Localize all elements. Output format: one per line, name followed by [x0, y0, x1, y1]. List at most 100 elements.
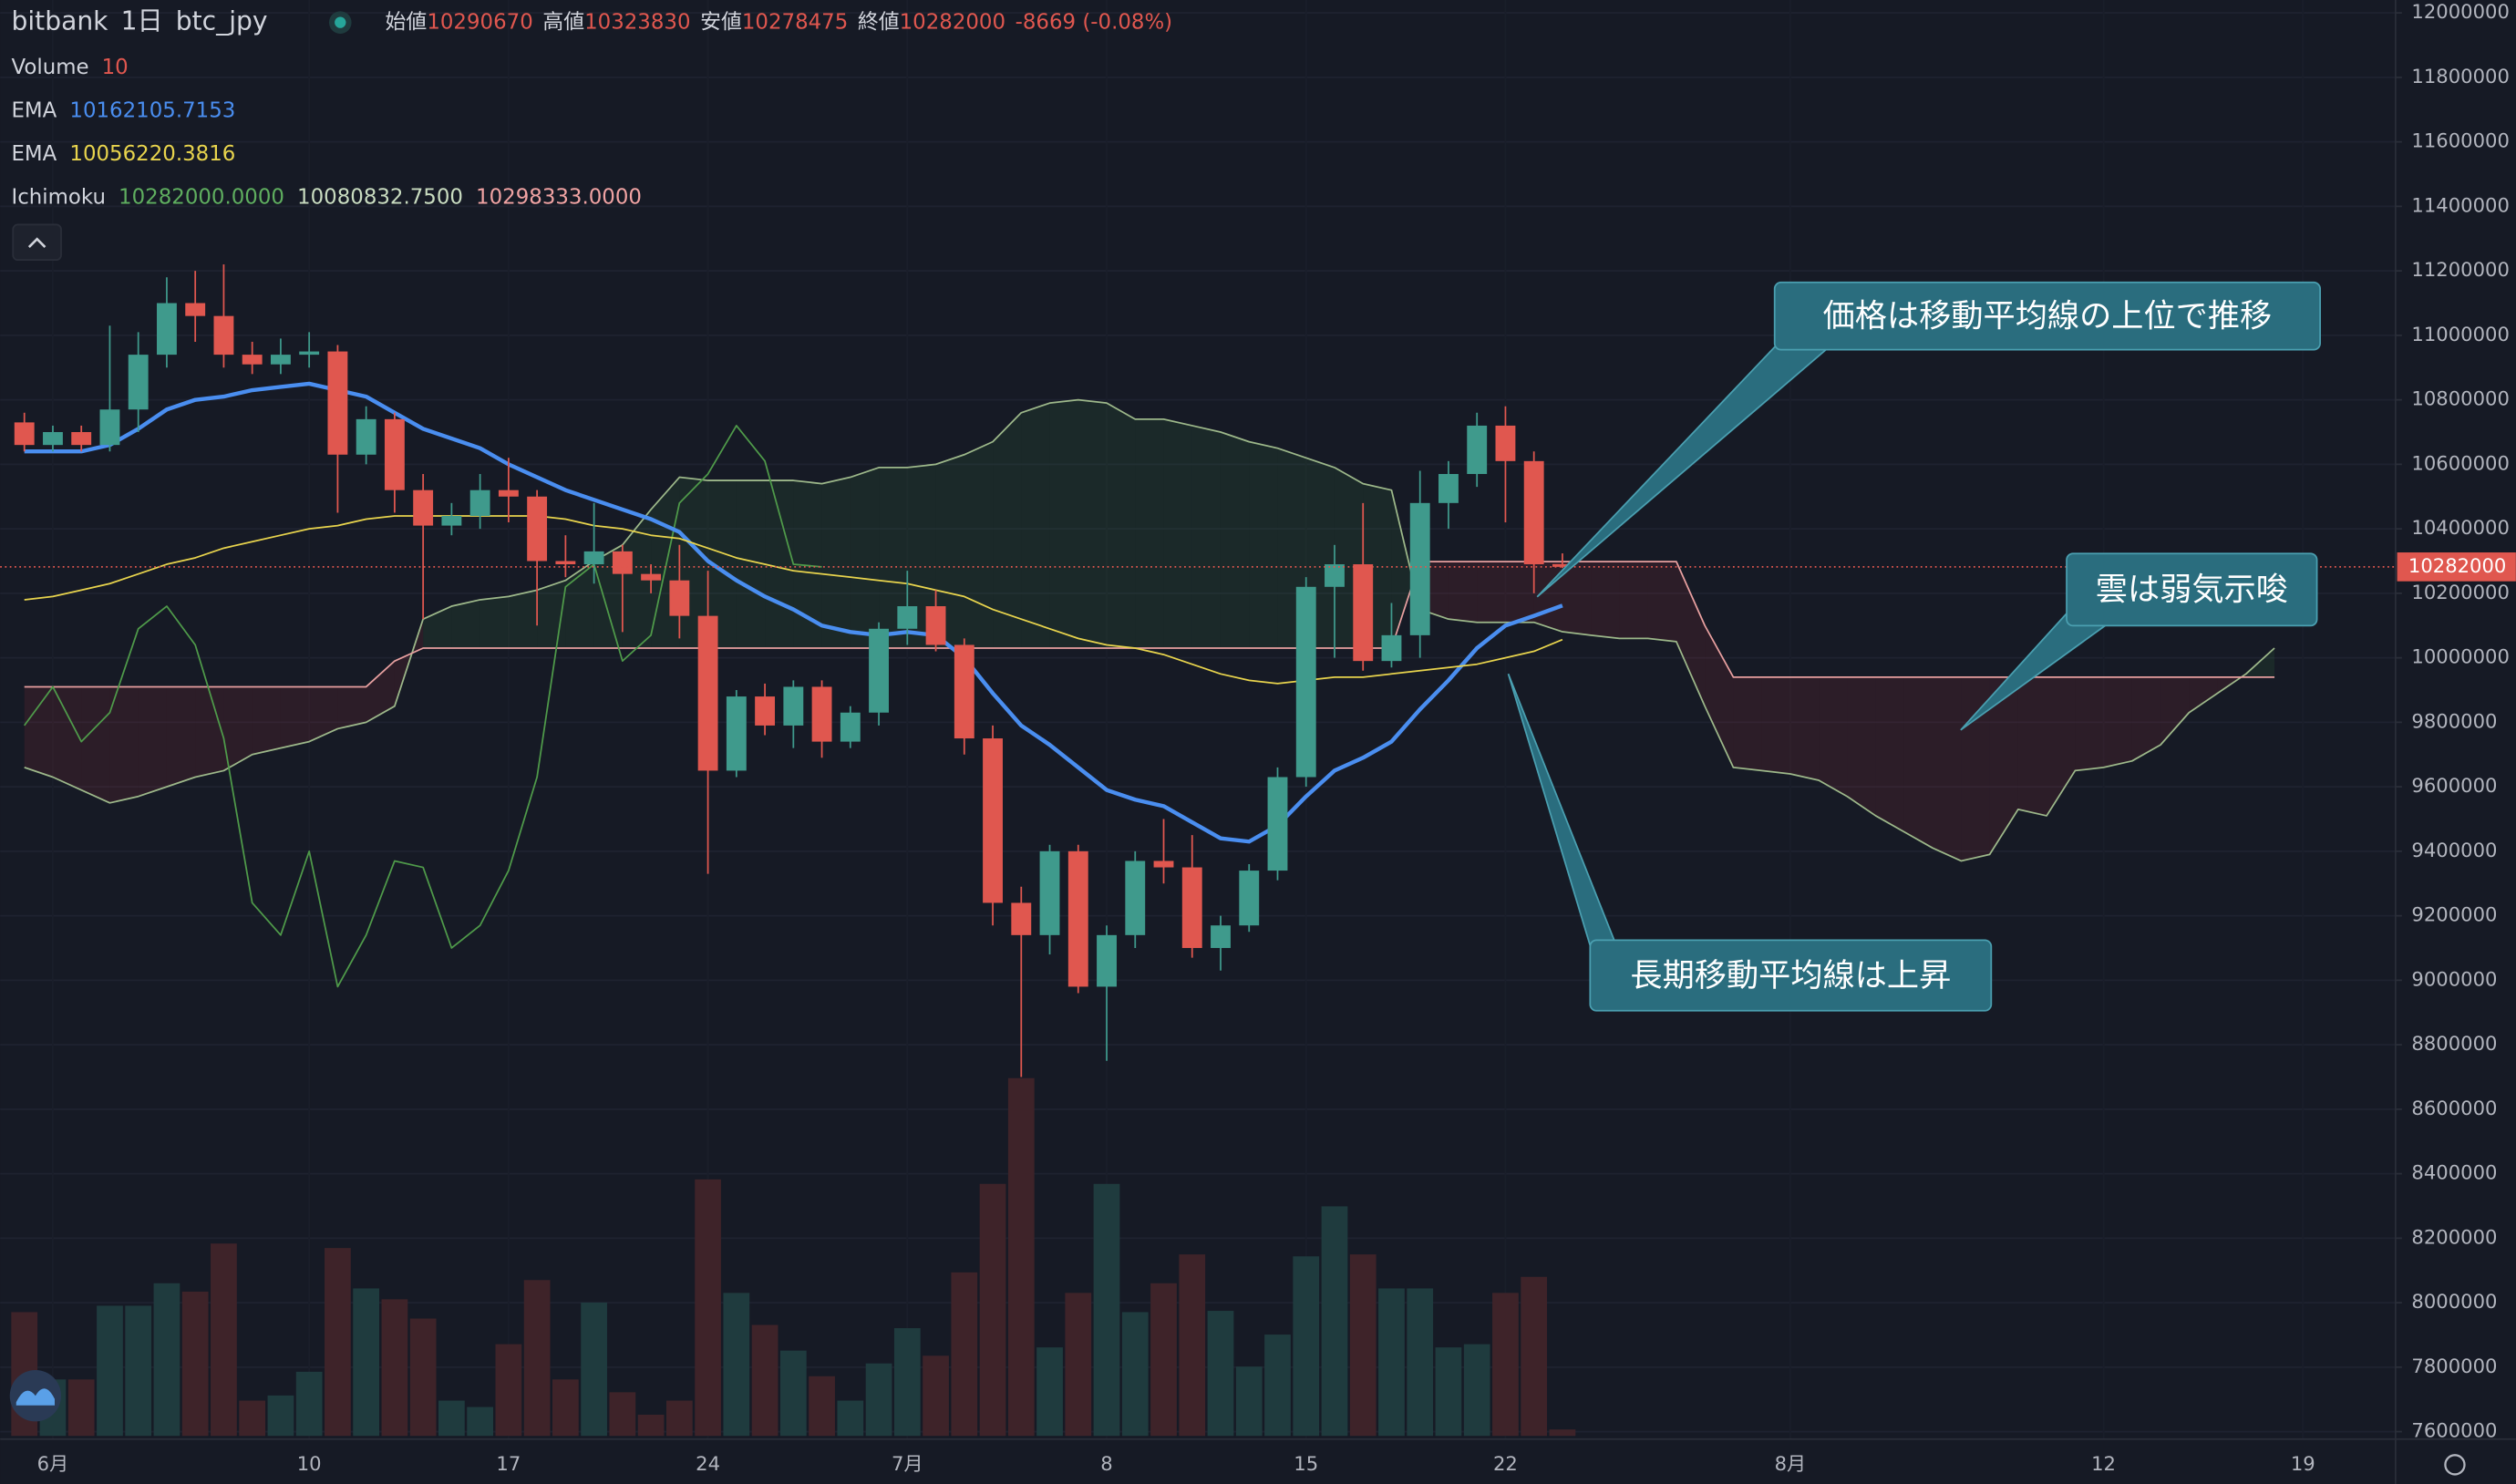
cloud-fill [2103, 676, 2132, 768]
cloud-fill [451, 599, 480, 649]
collapse-button[interactable] [12, 223, 62, 261]
ohlc-value: 10278475 [742, 10, 848, 34]
x-tick-label: 15 [1294, 1452, 1318, 1475]
y-tick-label: 8600000 [2411, 1097, 2497, 1119]
cloud-fill [707, 480, 737, 649]
cloud-fill [2131, 676, 2161, 761]
legend-name: Ichimoku [11, 185, 106, 209]
x-tick-label: 19 [2291, 1452, 2315, 1475]
x-tick-label: 24 [696, 1452, 720, 1475]
cloud-fill [1705, 625, 1734, 768]
candle-body [1097, 934, 1117, 987]
cloud-fill [1933, 676, 1962, 861]
legend-value: 10162105.7153 [69, 98, 235, 122]
candle-body [583, 551, 604, 565]
cloud-fill [1477, 562, 1506, 623]
volume-bar [951, 1272, 978, 1437]
volume-bar [1179, 1254, 1206, 1437]
cloud-fill [1903, 676, 1933, 849]
ema-legend: EMA 10056220.3816 [11, 141, 235, 165]
candle-body [641, 573, 662, 581]
cloud-fill [195, 686, 224, 778]
cloud-fill [1676, 562, 1706, 706]
span-a-line [24, 398, 2275, 862]
candle-body [1239, 871, 1260, 926]
y-tick-label: 11600000 [2411, 129, 2509, 152]
candle-body [1353, 564, 1374, 662]
volume-bar [1207, 1311, 1234, 1437]
y-tick-label: 8800000 [2411, 1032, 2497, 1055]
volume-bar [381, 1299, 408, 1437]
volume-bar [1065, 1293, 1092, 1437]
y-tick-label: 8400000 [2411, 1161, 2497, 1184]
ohlc-value: 10282000 [900, 10, 1005, 34]
cloud-fill [280, 686, 310, 748]
cloud-fill [1591, 562, 1620, 639]
volume-bar [438, 1400, 465, 1437]
cloud-fill [736, 480, 766, 649]
legend-value: 10056220.3816 [69, 141, 235, 165]
x-tick-label: 8月 [1775, 1452, 1807, 1475]
candle-body [1523, 460, 1544, 565]
volume-bar [581, 1302, 607, 1437]
cloud-fill [1647, 562, 1676, 642]
volume-bar [1293, 1256, 1320, 1437]
candle-body [128, 355, 149, 410]
volume-bar [1521, 1276, 1548, 1437]
y-tick-label: 8000000 [2411, 1290, 2497, 1313]
candle-body [1552, 563, 1572, 567]
cloud-fill [24, 686, 53, 778]
candle-body [811, 686, 832, 742]
candle-body [1211, 925, 1231, 948]
cloud-fill [935, 454, 964, 649]
cloud-fill [1391, 490, 1420, 649]
cloud-fill [1220, 432, 1250, 649]
candle-body [356, 418, 376, 455]
candle-body [983, 738, 1003, 903]
candle-body [1295, 586, 1316, 778]
cloud-fill [1107, 403, 1136, 649]
candle-body [1467, 425, 1488, 474]
plot-area [0, 12, 2396, 1437]
settings-icon[interactable] [2444, 1454, 2466, 1476]
volume-bar [1492, 1293, 1519, 1437]
y-tick-label: 12000000 [2411, 0, 2509, 23]
cloud-fill [907, 464, 936, 649]
volume-bar [1549, 1429, 1576, 1437]
volume-bar [1463, 1344, 1490, 1437]
ema-line [24, 381, 1563, 844]
candle-body [469, 490, 490, 516]
volume-bar [837, 1400, 864, 1437]
cloud-fill [1819, 676, 1848, 797]
cloud-fill [1021, 403, 1050, 649]
candle-body [185, 303, 206, 316]
cloud-fill [793, 480, 822, 649]
y-tick-label: 10000000 [2411, 645, 2509, 668]
change: -8669 (-0.08%) [1016, 10, 1173, 34]
volume-bar [125, 1305, 152, 1437]
volume-bar [1036, 1347, 1063, 1437]
candle-body [498, 490, 519, 497]
volume-bar [181, 1291, 209, 1437]
y-tick-label: 10800000 [2411, 387, 2509, 410]
volume-bar [1321, 1206, 1348, 1437]
cloud-fill [1249, 441, 1278, 649]
candle-body [1438, 473, 1459, 503]
y-tick-label: 9400000 [2411, 839, 2497, 861]
volume-bar [353, 1288, 380, 1437]
candle-body [726, 696, 747, 771]
ohlc-value: 10290670 [427, 10, 532, 34]
cloud-fill [109, 686, 139, 803]
candle-body [213, 315, 234, 356]
cloud-fill [2075, 676, 2104, 771]
ohlc-label: 高値 [542, 10, 584, 34]
cloud-fill [166, 686, 196, 788]
candle-body [1181, 867, 1202, 948]
price-label-bg [2397, 552, 2516, 582]
callout-text: 価格は移動平均線の上位で推移 [1823, 297, 2273, 335]
cloud-fill [765, 480, 794, 649]
cloud-fill [2189, 676, 2218, 713]
y-tick-label: 7600000 [2411, 1419, 2497, 1442]
